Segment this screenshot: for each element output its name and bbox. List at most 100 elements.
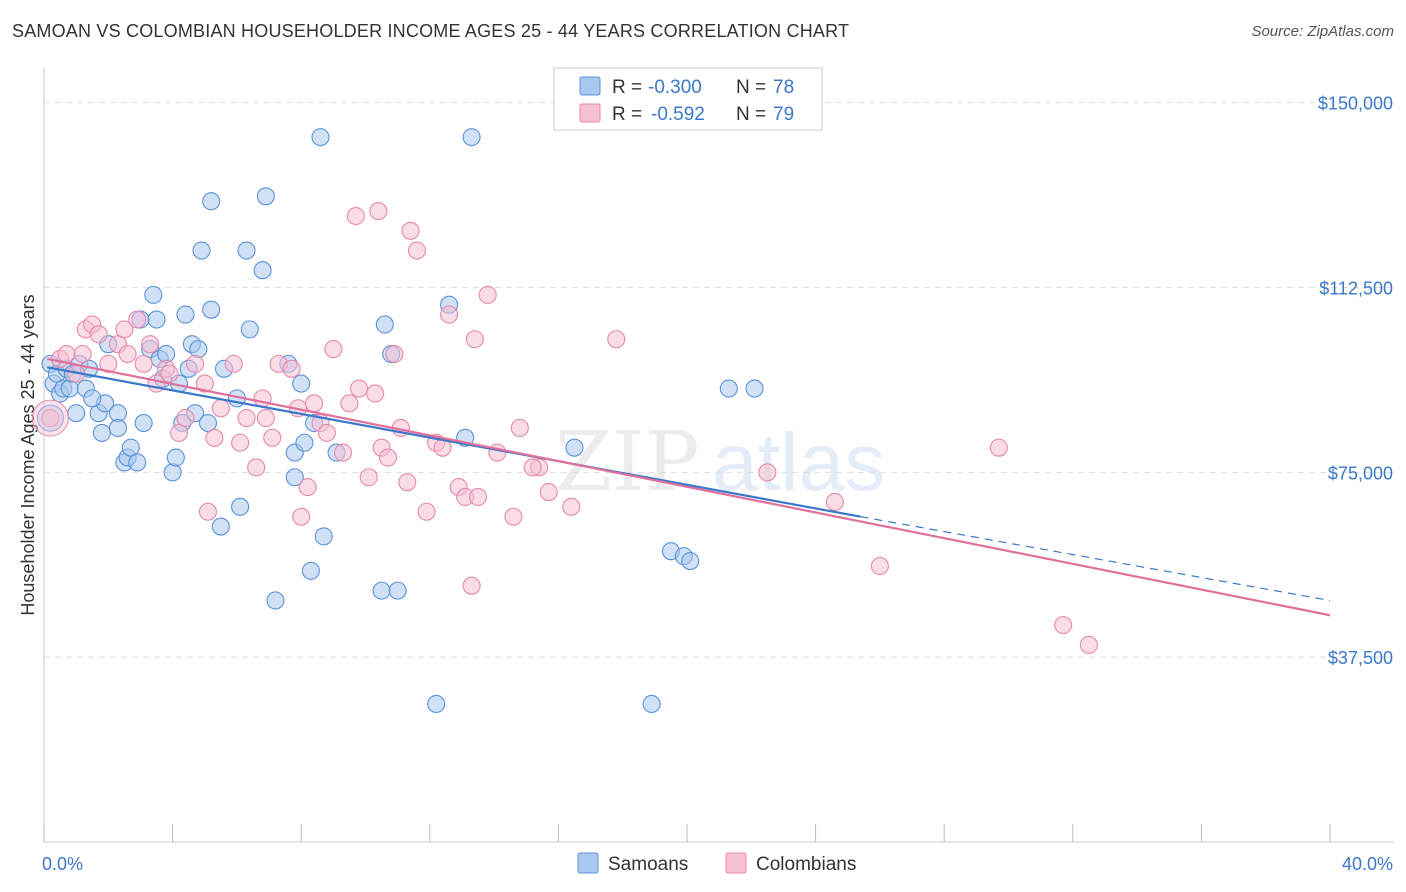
bottom-legend-swatch-colombians — [725, 852, 747, 874]
colombian-point — [385, 344, 404, 364]
watermark-atlas: atlas — [712, 417, 885, 508]
samoan-point — [372, 581, 391, 600]
colombian-point — [247, 458, 266, 477]
colombian-point — [118, 344, 137, 364]
samoan-point — [301, 561, 320, 580]
bottom-legend-samoans: Samoans — [608, 854, 688, 875]
legend-swatch-samoans — [579, 76, 601, 96]
y-tick-label: $112,500 — [1319, 278, 1393, 298]
colombian-point — [607, 330, 626, 349]
samoan-point — [565, 438, 584, 457]
colombian-point — [478, 285, 497, 304]
x-tick-labels: 0.0% 40.0% — [42, 854, 1393, 874]
colombian-point — [465, 330, 484, 349]
colombian-point — [510, 418, 529, 438]
colombian-point — [407, 241, 426, 260]
samoan-point — [266, 591, 285, 610]
samoan-point — [253, 261, 272, 280]
trend-lines — [46, 357, 1331, 617]
samoan-point — [237, 241, 256, 260]
colombian-point — [99, 354, 118, 373]
legend-r-label-2: R = — [612, 104, 642, 125]
colombian-point — [256, 409, 275, 428]
colombian-point — [186, 354, 205, 373]
grid-lines — [44, 102, 1394, 658]
colombian-point — [468, 487, 488, 507]
colombian-point — [398, 473, 417, 492]
colombian-point — [195, 374, 214, 393]
samoan-point — [67, 404, 86, 423]
colombian-point — [128, 310, 147, 329]
colombian-point — [333, 443, 353, 462]
colombian-point — [825, 492, 844, 511]
colombian-point — [41, 409, 60, 428]
samoan-point — [189, 340, 208, 359]
samoan-point — [745, 379, 764, 398]
legend-r-label-1: R = — [612, 77, 642, 98]
samoan-point — [128, 453, 147, 472]
colombian-point — [346, 206, 365, 226]
samoan-point — [314, 527, 333, 546]
samoan-point — [462, 128, 481, 147]
colombian-point — [205, 428, 224, 447]
samoan-point — [231, 497, 250, 516]
legend-n-label-1: N = — [736, 77, 766, 98]
colombian-point — [31, 399, 69, 437]
bottom-legend-colombians: Colombians — [756, 854, 856, 875]
colombian-point — [198, 502, 218, 521]
colombian-point — [115, 320, 134, 339]
colombian-point — [350, 379, 369, 398]
watermark: ZIP atlas — [555, 415, 885, 510]
colombian-point — [462, 576, 481, 595]
legend-n-value-2: 79 — [773, 104, 794, 125]
colombian-point — [57, 344, 76, 364]
colombian-point — [317, 423, 336, 442]
axes — [43, 68, 1394, 843]
colombian-point — [253, 389, 272, 408]
x-tick-label: 0.0% — [42, 854, 83, 874]
colombian-point — [263, 428, 282, 447]
colombian-point — [758, 463, 777, 482]
colombian-point — [298, 478, 317, 497]
colombian-point — [292, 507, 311, 526]
samoan-point — [202, 192, 221, 211]
colombian-point — [305, 394, 324, 413]
y-tick-label: $150,000 — [1318, 94, 1393, 114]
samoan-point — [719, 379, 738, 398]
colombian-point — [224, 354, 243, 373]
series-colombians — [31, 202, 1098, 654]
colombian-point — [141, 335, 160, 354]
y-tick-label: $75,000 — [1328, 463, 1393, 483]
y-tick-labels: $37,500 $75,000 $112,500 $150,000 — [1318, 94, 1393, 669]
samoan-point — [240, 320, 259, 339]
legend-swatch-colombians — [579, 103, 601, 123]
samoan-point — [147, 310, 166, 329]
bottom-legend-swatch-samoans — [577, 852, 599, 874]
colombian-point — [378, 448, 398, 467]
samoan-point — [192, 241, 211, 260]
trend-line-samoans-extrapolated — [860, 516, 1331, 602]
colombian-point — [340, 394, 359, 413]
colombian-point — [211, 399, 230, 418]
colombian-point — [1054, 616, 1073, 635]
samoan-point — [202, 300, 221, 319]
correlation-legend: R = -0.300 N = 78 R = -0.592 N = 79 — [553, 67, 823, 131]
colombian-point — [359, 468, 378, 487]
trend-line-samoans — [47, 366, 861, 518]
samoan-point — [681, 551, 700, 571]
legend-n-value-1: 78 — [773, 77, 794, 98]
samoan-point — [163, 463, 182, 482]
samoan-point — [211, 517, 230, 536]
colombian-point — [176, 409, 195, 428]
samoan-point — [311, 128, 330, 147]
trend-line-colombians — [46, 357, 1331, 617]
colombian-point — [160, 364, 179, 383]
colombian-point — [231, 433, 250, 452]
legend-n-label-2: N = — [736, 104, 766, 125]
samoan-point — [285, 468, 304, 487]
colombian-point — [440, 305, 459, 324]
samoan-point — [166, 448, 185, 467]
chart-title: SAMOAN VS COLOMBIAN HOUSEHOLDER INCOME A… — [12, 21, 850, 41]
colombian-point — [369, 202, 388, 221]
samoan-point — [295, 433, 314, 452]
